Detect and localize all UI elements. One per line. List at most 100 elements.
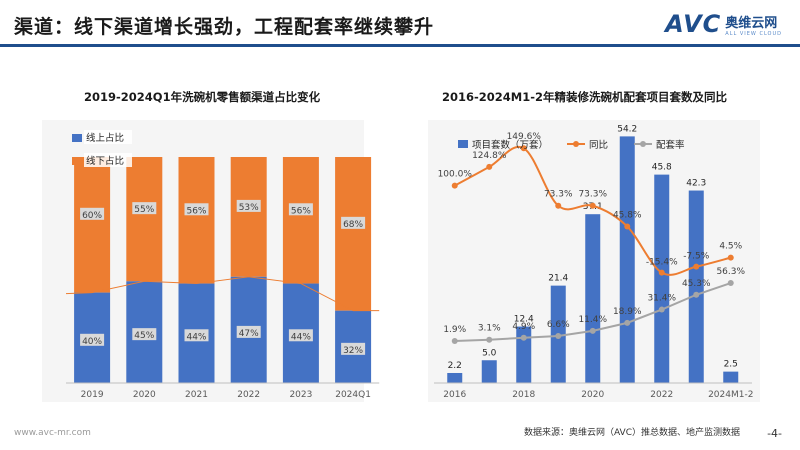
yoy-label-2024M1-2: 4.5% bbox=[719, 242, 742, 252]
rate-label-2016: 1.9% bbox=[443, 325, 466, 335]
yoy-point-2023 bbox=[693, 263, 700, 270]
legend-swatch-0 bbox=[72, 134, 82, 142]
rate-label-2022: 31.4% bbox=[647, 294, 676, 304]
bar-offline-2020 bbox=[126, 157, 163, 282]
x-tick-2020: 2020 bbox=[133, 390, 156, 400]
bar-label-2018: 12.4 bbox=[514, 315, 534, 325]
yoy-point-2018 bbox=[520, 145, 527, 152]
label-offline-2019: 60% bbox=[82, 211, 102, 221]
label-bg-online-2021 bbox=[184, 329, 209, 342]
rate-label-2020: 11.4% bbox=[578, 315, 607, 325]
legend-marker-rate bbox=[640, 141, 646, 147]
footer-source: 数据来源：奥维云网（AVC）推总数据、地产监测数据 bbox=[523, 428, 740, 438]
label-bg-online-2019 bbox=[80, 333, 105, 346]
label-online-2021: 44% bbox=[186, 332, 206, 342]
bar-label-2016: 2.2 bbox=[448, 361, 462, 371]
label-bg-online-2022 bbox=[236, 325, 261, 338]
chart-left-title: 2019-2024Q1年洗碗机零售额渠道占比变化 bbox=[84, 90, 321, 104]
legend-label-1: 线下占比 bbox=[86, 155, 124, 167]
yoy-label-2021: 45.8% bbox=[613, 210, 642, 220]
x-tick-2019: 2019 bbox=[81, 390, 104, 400]
bar-label-2023: 42.3 bbox=[686, 179, 706, 189]
label-offline-2021: 56% bbox=[186, 206, 206, 216]
label-bg-online-2020 bbox=[132, 328, 157, 341]
bar-label-2021: 54.2 bbox=[617, 124, 637, 134]
yoy-label-2023: -7.5% bbox=[683, 252, 710, 262]
rate-label-2018: 4.9% bbox=[512, 322, 535, 332]
rate-point-2021 bbox=[624, 319, 631, 326]
title-divider bbox=[0, 44, 800, 47]
label-offline-2020: 55% bbox=[134, 205, 154, 215]
label-offline-2023: 56% bbox=[291, 206, 311, 216]
yoy-point-2016 bbox=[451, 182, 458, 189]
footer-website: www.avc-mr.com bbox=[14, 428, 91, 438]
bar-projects-2023 bbox=[688, 190, 704, 383]
label-online-2019: 40% bbox=[82, 337, 102, 347]
rate-label-2023: 45.3% bbox=[682, 279, 711, 289]
bar-projects-2018 bbox=[516, 326, 532, 383]
rate-point-2017 bbox=[486, 336, 493, 343]
yoy-label-2019: 73.3% bbox=[544, 190, 573, 200]
legend-label-0: 线上占比 bbox=[86, 132, 124, 144]
chart-right-title: 2016-2024M1-2年精装修洗碗机配套项目套数及同比 bbox=[442, 90, 728, 104]
rate-point-2020 bbox=[589, 327, 596, 334]
legend-label-yoy: 同比 bbox=[589, 139, 608, 151]
yoy-label-2017: 124.8% bbox=[472, 151, 507, 161]
bar-label-2022: 45.8 bbox=[652, 163, 672, 173]
rate-point-2024M1-2 bbox=[727, 280, 734, 287]
x-tick-2024Q1: 2024Q1 bbox=[335, 390, 371, 400]
label-bg-online-2024Q1 bbox=[341, 342, 366, 355]
rate-label-2021: 18.9% bbox=[613, 307, 642, 317]
rate-label-2019: 6.6% bbox=[547, 320, 570, 330]
yoy-label-2020: 73.3% bbox=[578, 190, 607, 200]
label-online-2024Q1: 32% bbox=[343, 346, 363, 356]
x-tick-2021: 2021 bbox=[185, 390, 208, 400]
label-bg-offline-2024Q1 bbox=[341, 216, 366, 229]
rate-point-2018 bbox=[520, 334, 527, 341]
bar-projects-2021 bbox=[619, 136, 635, 383]
x-tick-right-2016: 2016 bbox=[443, 390, 466, 400]
yoy-label-2016: 100.0% bbox=[438, 170, 473, 180]
online-share-trend-line bbox=[65, 276, 380, 312]
yoy-point-2020 bbox=[589, 202, 596, 209]
logo: AVC 奥维云网 ALL VIEW CLOUD bbox=[665, 10, 782, 38]
logo-brand: AVC bbox=[665, 10, 722, 38]
legend-marker-yoy bbox=[573, 141, 579, 147]
legend-bg-0 bbox=[84, 130, 132, 144]
label-online-2020: 45% bbox=[134, 331, 154, 341]
page-title: 渠道：线下渠道增长强劲，工程配套率继续攀升 bbox=[14, 16, 435, 38]
label-bg-offline-2021 bbox=[184, 203, 209, 216]
yoy-label-2018: 149.6% bbox=[507, 132, 542, 142]
x-tick-2022: 2022 bbox=[237, 390, 260, 400]
x-tick-right-2022: 2022 bbox=[650, 390, 673, 400]
label-bg-online-2023 bbox=[288, 329, 313, 342]
bar-offline-2023 bbox=[282, 157, 319, 284]
legend-bg-1 bbox=[84, 153, 132, 167]
bar-projects-2020 bbox=[585, 214, 601, 383]
legend-label-rate: 配套率 bbox=[656, 139, 685, 151]
x-tick-right-2024M1-2: 2024M1-2 bbox=[708, 390, 753, 400]
label-offline-2024Q1: 68% bbox=[343, 220, 363, 230]
bar-projects-2016 bbox=[447, 372, 463, 383]
label-bg-offline-2022 bbox=[236, 199, 261, 212]
rate-label-2017: 3.1% bbox=[478, 324, 501, 334]
yoy-point-2022 bbox=[658, 269, 665, 276]
label-online-2022: 47% bbox=[239, 329, 259, 339]
rate-label-2024M1-2: 56.3% bbox=[716, 267, 745, 277]
rate-point-2019 bbox=[555, 332, 562, 339]
legend-label-bars: 项目套数（万套） bbox=[472, 139, 548, 151]
page-number: -4- bbox=[767, 427, 782, 440]
x-tick-right-2018: 2018 bbox=[512, 390, 535, 400]
label-bg-offline-2019 bbox=[80, 207, 105, 220]
legend-swatch-bars bbox=[458, 140, 468, 148]
label-offline-2022: 53% bbox=[239, 203, 259, 213]
yoy-point-2019 bbox=[555, 202, 562, 209]
yoy-point-2017 bbox=[486, 163, 493, 170]
label-online-2023: 44% bbox=[291, 332, 311, 342]
label-bg-offline-2023 bbox=[288, 203, 313, 216]
rate-point-2022 bbox=[658, 306, 665, 313]
bar-offline-2021 bbox=[178, 157, 215, 284]
legend-swatch-1 bbox=[72, 157, 82, 165]
